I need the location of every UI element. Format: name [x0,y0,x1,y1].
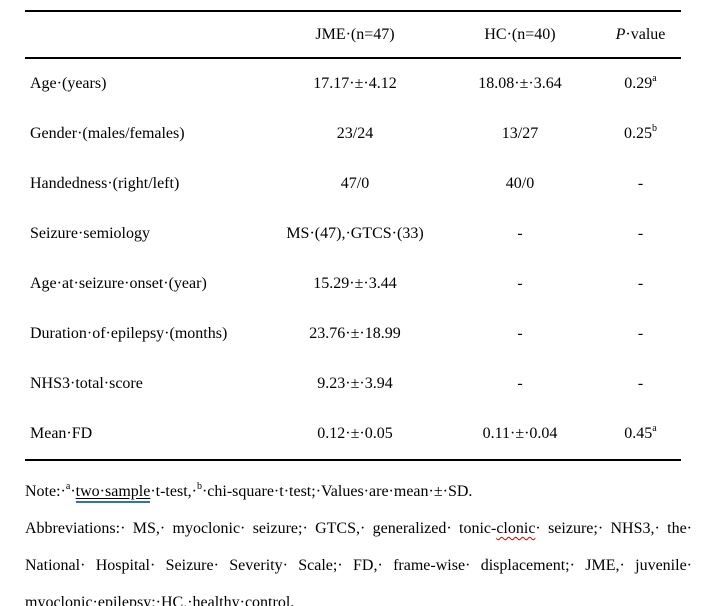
cell-jme: 47/0 [340,175,370,192]
cell-pvalue: - [600,175,681,193]
cell-pvalue: - [600,225,681,243]
note-superscript-a: a [65,480,71,492]
row-label: Mean·FD [30,425,93,442]
demographics-table: JME·(n=47) HC·(n=40) P·value Age·(years)… [25,10,681,461]
table-header-row: JME·(n=47) HC·(n=40) P·value [25,12,681,59]
table-row-nhs3: NHS3·total·score 9.23·±·3.94 - - [25,359,681,409]
cell-jme: 0.12·±·0.05 [317,425,393,442]
cell-pvalue: 0.25b [600,122,681,143]
table-notes: Note:·a·two·sample·t-test,·b·chi-square·… [25,473,692,606]
table-row-gender: Gender·(males/females) 23/24 13/27 0.25b [25,109,681,159]
table-row-seizure-semiology: Seizure·semiology MS·(47),·GTCS·(33) - - [25,209,681,259]
pvalue-number: - [637,275,644,292]
row-label: Duration·of·epilepsy·(months) [30,325,228,342]
pvalue-rest: ·value [625,25,666,43]
cell-hc: 0.11·±·0.04 [482,425,558,442]
row-label: Handedness·(right/left) [30,175,180,192]
cell-jme: MS·(47),·GTCS·(33) [286,225,424,242]
pvalue-superscript: a [652,422,657,434]
cell-jme: 23.76·±·18.99 [309,325,401,342]
pvalue-italic-p: P [615,25,626,43]
spellcheck-underline-text: clonic [496,520,536,537]
cell-pvalue: 0.29a [600,72,681,93]
pvalue-number: - [637,375,644,392]
column-header-hc: HC·(n=40) [484,25,556,43]
note-mid: ·t-test,· [150,483,197,500]
column-header-jme: JME·(n=47) [315,25,395,43]
note-suffix: ·chi-square·t·test;·Values·are·mean·±·SD… [201,483,473,500]
abbrev-pre: Abbreviations:· MS,· myoclonic· seizure;… [25,520,497,537]
cell-jme: 9.23·±·3.94 [317,375,393,392]
column-header-pvalue: P·value [600,26,681,44]
note-separator: · [70,483,76,500]
pvalue-superscript: b [652,122,657,134]
row-label: Gender·(males/females) [30,125,185,142]
abbreviations-line-2: National· Hospital· Seizure· Severity· S… [25,557,692,574]
pvalue-number: - [637,175,644,192]
cell-pvalue: - [600,275,681,293]
pvalue-number: 0.29 [624,75,653,92]
table-row-age: Age·(years) 17.17·±·4.12 18.08·±·3.64 0.… [25,59,681,109]
row-label: Age·(years) [30,75,107,92]
pvalue-number: 0.45 [624,425,653,442]
table-row-handedness: Handedness·(right/left) 47/0 40/0 - [25,159,681,209]
cell-hc: - [517,225,523,242]
cell-hc: 40/0 [505,175,535,192]
abbreviations-line-1: Abbreviations:· MS,· myoclonic· seizure;… [25,510,692,547]
note-prefix: Note:· [25,483,66,500]
cell-jme: 17.17·±·4.12 [313,75,397,92]
cell-pvalue: 0.45a [600,422,681,443]
pvalue-number: 0.25 [624,125,652,142]
row-label: Age·at·seizure·onset·(year) [30,275,207,292]
cell-jme: 23/24 [336,125,374,142]
note-line: Note:·a·two·sample·t-test,·b·chi-square·… [25,473,692,510]
abbreviations-line-3: myoclonic·epilepsy;·HC,·healthy·control. [25,594,295,606]
grammar-check-underline-text: two·sample [75,483,151,503]
cell-hc: 18.08·±·3.64 [478,75,562,92]
abbrev-post: · seizure;· NHS3,· the· [535,520,692,537]
cell-pvalue: - [600,325,681,343]
cell-hc: - [517,375,523,392]
pvalue-number: - [637,325,644,342]
pvalue-superscript: a [652,72,657,84]
table-row-onset-age: Age·at·seizure·onset·(year) 15.29·±·3.44… [25,259,681,309]
pvalue-number: - [637,225,644,242]
note-superscript-b: b [196,480,202,492]
table-row-mean-fd: Mean·FD 0.12·±·0.05 0.11·±·0.04 0.45a [25,409,681,459]
cell-hc: 13/27 [501,125,539,142]
cell-hc: - [517,275,523,292]
row-label: NHS3·total·score [30,375,143,392]
table-row-duration: Duration·of·epilepsy·(months) 23.76·±·18… [25,309,681,359]
cell-jme: 15.29·±·3.44 [313,275,397,292]
cell-hc: - [517,325,523,342]
row-label: Seizure·semiology [30,225,150,242]
cell-pvalue: - [600,375,681,393]
